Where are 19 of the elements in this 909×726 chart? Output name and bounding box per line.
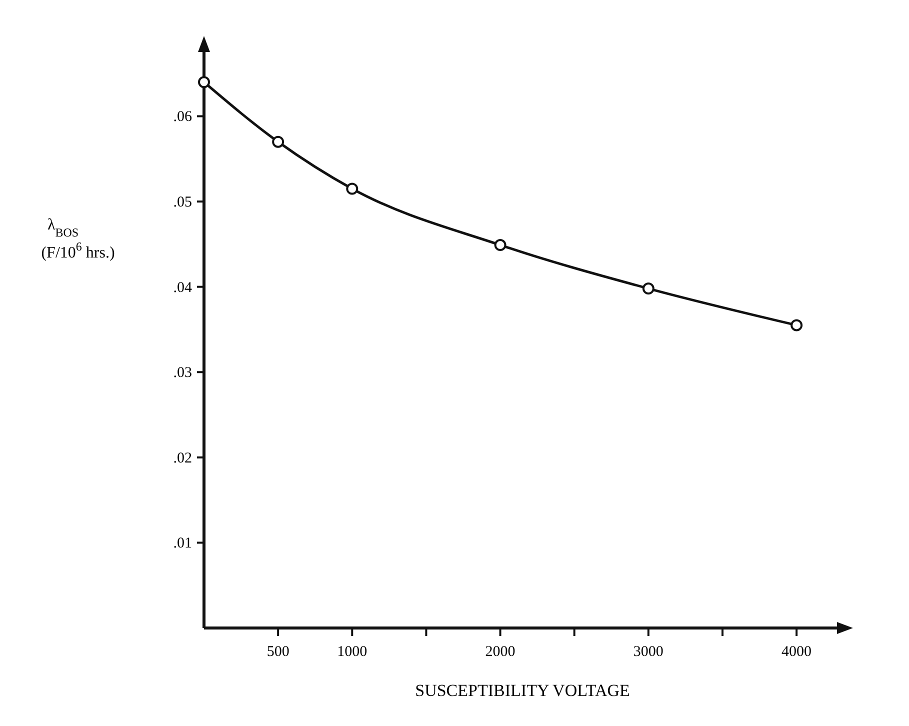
point xyxy=(494,239,506,252)
x-tick-label: 2000 xyxy=(485,644,516,660)
y-tick-label: .05 xyxy=(173,194,192,211)
y-tick-label: .02 xyxy=(173,450,192,466)
y-tick-label: .03 xyxy=(173,365,192,382)
point xyxy=(642,282,654,295)
point xyxy=(272,136,284,148)
x-axis-title: SUSCEPTIBILITY VOLTAGE xyxy=(415,681,630,700)
y-tick-label: .06 xyxy=(173,109,192,126)
point xyxy=(346,182,358,195)
y-tick-label: .04 xyxy=(173,280,192,296)
y-axis-title: λ$_{BOS}$ (F/10$^{6}$ hrs.) xyxy=(41,216,115,262)
point xyxy=(198,76,210,88)
point xyxy=(790,319,803,332)
x-tick-label: 1000 xyxy=(337,644,368,660)
x-tick-label: 4000 xyxy=(782,644,812,660)
x-tick-label: 3000 xyxy=(633,644,664,660)
y-tick-label: .01 xyxy=(173,536,192,552)
x-tick-label: 500 xyxy=(266,644,290,660)
